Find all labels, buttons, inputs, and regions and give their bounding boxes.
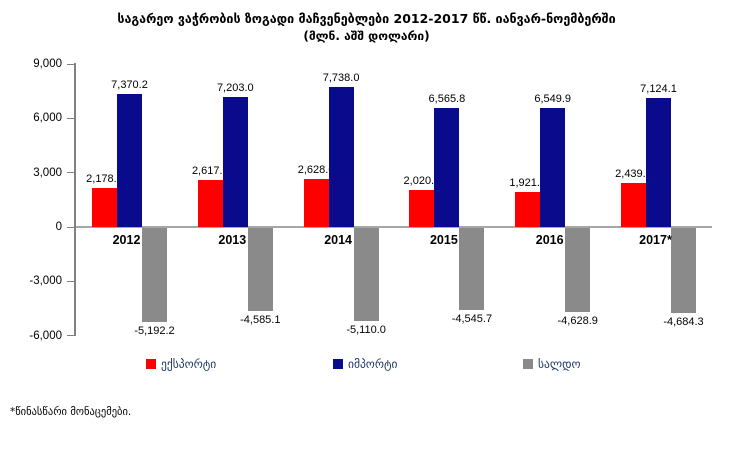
y-tick-label: 9,000 bbox=[33, 58, 62, 70]
bar-export-2016 bbox=[515, 192, 541, 227]
y-axis-tick bbox=[67, 335, 75, 337]
category-label-2012: 2012 bbox=[112, 233, 141, 247]
bar-balance-2012 bbox=[142, 228, 167, 323]
value-label-import-2016: 6,549.9 bbox=[534, 93, 572, 106]
chart-title: საგარეო ვაჭრობის ზოგადი მაჩვენებლები 201… bbox=[117, 11, 616, 26]
value-label-import-2013: 7,203.0 bbox=[216, 81, 254, 94]
y-tick-label: 0 bbox=[55, 221, 62, 233]
legend-item-balance: სალდო bbox=[523, 357, 581, 371]
value-label-export-2014: 2,628.0 bbox=[297, 164, 335, 177]
bar-export-2013 bbox=[197, 179, 223, 227]
y-tick-label: -6,000 bbox=[29, 329, 62, 342]
export-swatch-icon bbox=[146, 359, 156, 369]
legend-item-import: იმპორტი bbox=[333, 357, 397, 371]
bar-export-2015 bbox=[409, 190, 435, 227]
chart-subtitle: (მლნ. აშშ დოლარი) bbox=[303, 29, 430, 43]
value-label-export-2013: 2,617.9 bbox=[191, 164, 229, 177]
y-axis-line bbox=[74, 63, 76, 336]
value-label-import-2014: 7,738.0 bbox=[322, 71, 360, 84]
bar-import-2015 bbox=[434, 108, 460, 227]
legend-label-balance: სალდო bbox=[538, 357, 581, 371]
value-label-export-2016: 1,921.0 bbox=[509, 177, 547, 190]
bar-balance-2016 bbox=[565, 228, 591, 312]
category-label-2013: 2013 bbox=[218, 233, 247, 247]
value-label-import-2017*: 7,124.1 bbox=[640, 82, 677, 95]
value-label-balance-2015: -4,545.7 bbox=[451, 313, 493, 326]
bar-balance-2015 bbox=[459, 228, 485, 311]
value-label-import-2012: 7,370.2 bbox=[111, 78, 148, 91]
y-axis-tick bbox=[67, 280, 75, 282]
category-label-2017*: 2017* bbox=[639, 233, 672, 247]
bar-import-2016 bbox=[540, 108, 566, 227]
y-tick-label: 3,000 bbox=[33, 166, 62, 179]
legend-label-import: იმპორტი bbox=[348, 357, 398, 371]
bar-import-2017* bbox=[646, 97, 671, 227]
bar-import-2012 bbox=[117, 93, 142, 227]
value-label-export-2017*: 2,439.7 bbox=[615, 167, 652, 180]
category-label-2014: 2014 bbox=[324, 233, 352, 247]
value-label-balance-2012: -5,192.2 bbox=[134, 325, 175, 338]
bar-balance-2014 bbox=[353, 228, 379, 321]
legend-item-export: ექსპორტი bbox=[146, 357, 216, 371]
bar-balance-2017* bbox=[671, 228, 696, 313]
y-axis-tick bbox=[67, 226, 75, 228]
footnote: *წინასწარი მონაცემები. bbox=[10, 406, 132, 418]
y-axis-tick bbox=[67, 117, 75, 119]
value-label-balance-2014: -5,110.0 bbox=[346, 323, 386, 336]
y-tick-label: 6,000 bbox=[33, 112, 62, 125]
bar-export-2014 bbox=[303, 179, 329, 227]
value-label-export-2015: 2,020.1 bbox=[403, 175, 441, 188]
value-label-balance-2016: -4,628.9 bbox=[557, 314, 598, 327]
value-label-balance-2013: -4,585.1 bbox=[240, 314, 281, 327]
value-label-import-2015: 6,565.8 bbox=[428, 93, 466, 106]
y-axis-tick bbox=[67, 63, 75, 65]
x-axis-zero-line bbox=[75, 226, 712, 228]
category-label-2015: 2015 bbox=[429, 233, 458, 247]
bar-export-2012 bbox=[92, 187, 117, 227]
legend-label-export: ექსპორტი bbox=[161, 357, 217, 371]
category-label-2016: 2016 bbox=[535, 233, 564, 247]
balance-swatch-icon bbox=[523, 359, 533, 369]
import-swatch-icon bbox=[333, 359, 343, 369]
bar-import-2014 bbox=[328, 86, 354, 227]
value-label-export-2012: 2,178.0 bbox=[86, 172, 123, 185]
bar-balance-2013 bbox=[247, 228, 273, 312]
bar-import-2013 bbox=[222, 96, 248, 227]
value-label-balance-2017*: -4,684.3 bbox=[663, 315, 704, 328]
y-tick-label: -3,000 bbox=[29, 275, 62, 288]
bar-export-2017* bbox=[621, 182, 646, 227]
y-axis-tick bbox=[67, 172, 75, 174]
